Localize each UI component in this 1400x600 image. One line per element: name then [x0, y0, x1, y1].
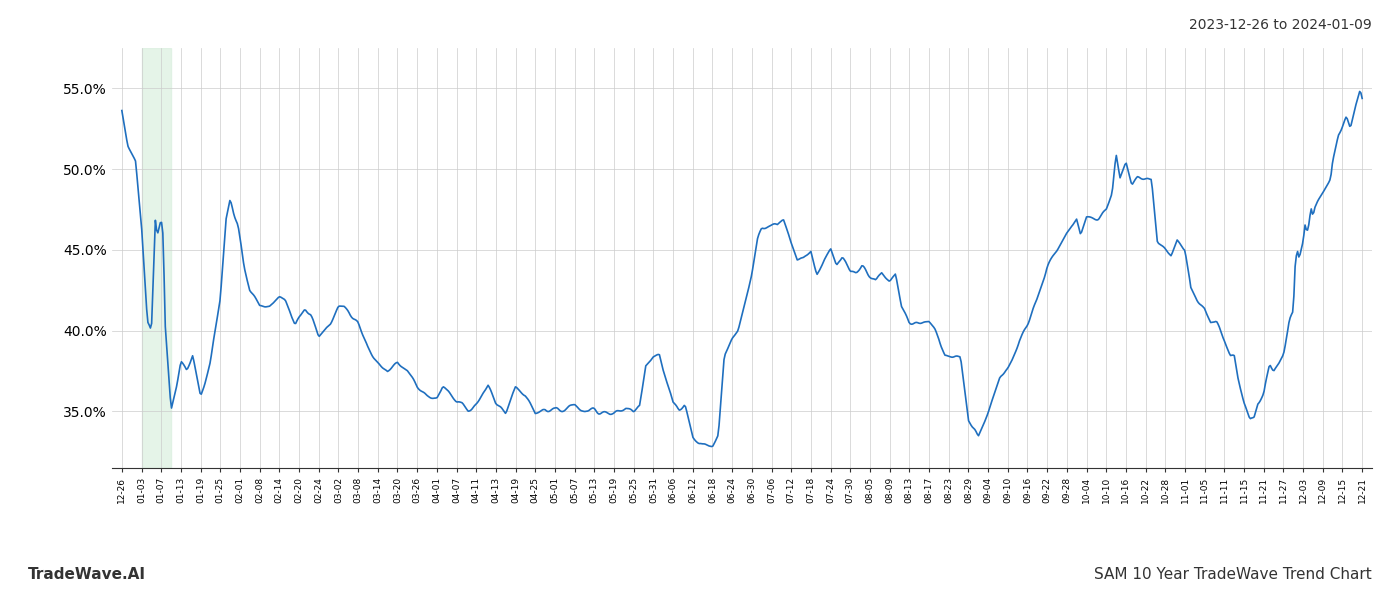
Text: SAM 10 Year TradeWave Trend Chart: SAM 10 Year TradeWave Trend Chart — [1095, 567, 1372, 582]
Bar — [141, 48, 171, 468]
Text: 2023-12-26 to 2024-01-09: 2023-12-26 to 2024-01-09 — [1189, 18, 1372, 32]
Text: TradeWave.AI: TradeWave.AI — [28, 567, 146, 582]
